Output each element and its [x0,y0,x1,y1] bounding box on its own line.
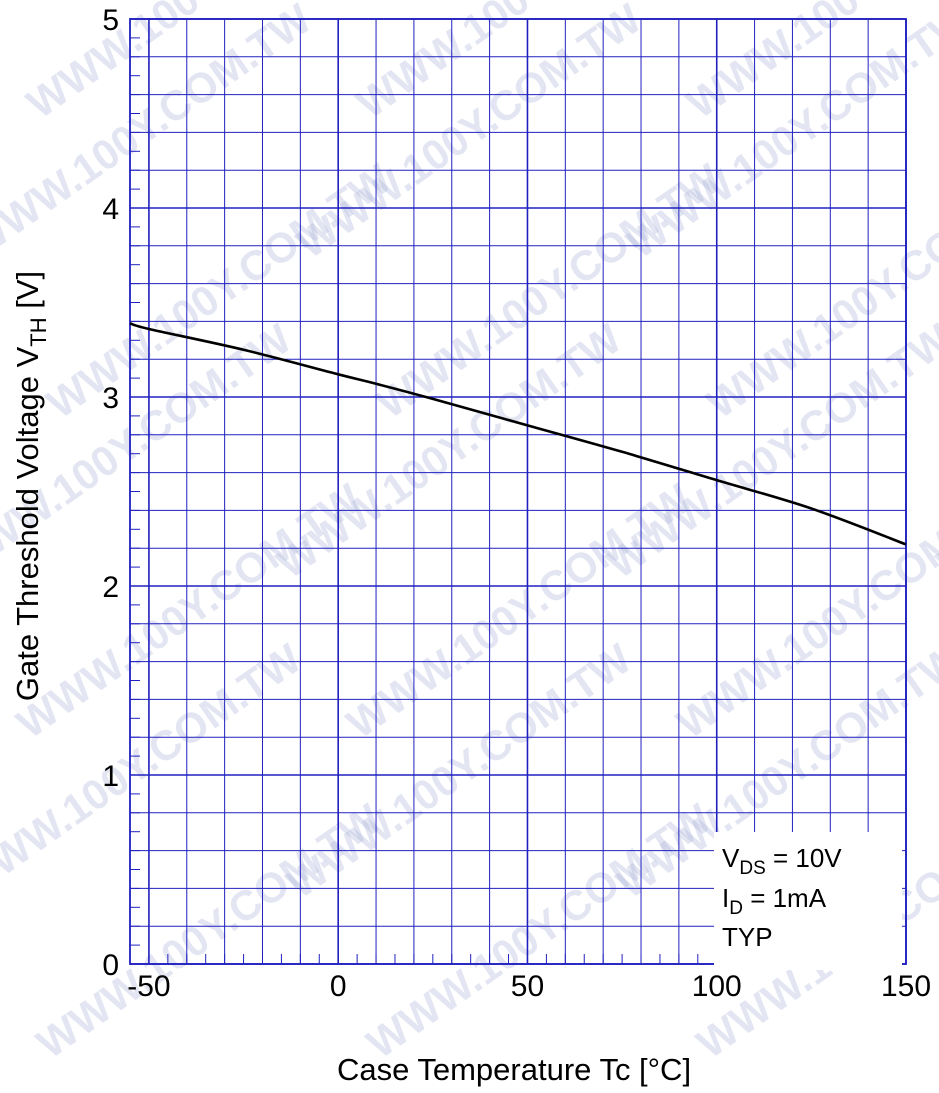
y-tick-label: 5 [102,4,119,37]
annotation-box [714,832,902,970]
x-tick-label: 0 [330,970,347,1003]
annotation-typ: TYP [722,922,773,952]
annotation-id: ID = 1mA [722,883,827,919]
series-layer [129,322,907,546]
y-tick-label: 4 [102,193,119,226]
y-axis-label: Gate Threshold Voltage VTH [V] [10,271,51,701]
y-axis-label-unit: [V] [10,271,45,318]
y-tick-label: 2 [102,571,119,604]
y-axis-label-main: Gate Threshold Voltage V [10,346,45,701]
y-tick-label: 0 [102,949,119,982]
watermark-text: WWW.100Y.COM.TW [358,794,720,1067]
y-tick-label: 3 [102,382,119,415]
y-axis-label-sub: TH [26,317,51,346]
x-tick-label: 150 [881,970,931,1003]
x-axis-label: Case Temperature Tc [°C] [337,1052,691,1087]
x-tick-label: -50 [127,970,170,1003]
y-tick-label: 1 [102,760,119,793]
watermark-text: WWW.100Y.COM.TW [28,794,390,1067]
x-tick-label: 100 [692,970,742,1003]
x-tick-label: 50 [511,970,544,1003]
vth-curve [129,322,907,546]
annotation-vds: VDS = 10V [722,843,842,879]
